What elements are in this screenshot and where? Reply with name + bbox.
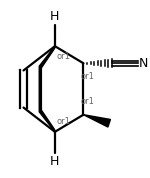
Text: or1: or1 bbox=[81, 97, 94, 106]
Polygon shape bbox=[83, 115, 110, 127]
Text: N: N bbox=[139, 57, 148, 70]
Text: or1: or1 bbox=[56, 117, 70, 126]
Text: H: H bbox=[50, 10, 60, 23]
Text: or1: or1 bbox=[56, 52, 70, 61]
Text: or1: or1 bbox=[81, 72, 94, 81]
Polygon shape bbox=[39, 46, 55, 132]
Polygon shape bbox=[43, 48, 56, 130]
Text: H: H bbox=[50, 155, 60, 168]
